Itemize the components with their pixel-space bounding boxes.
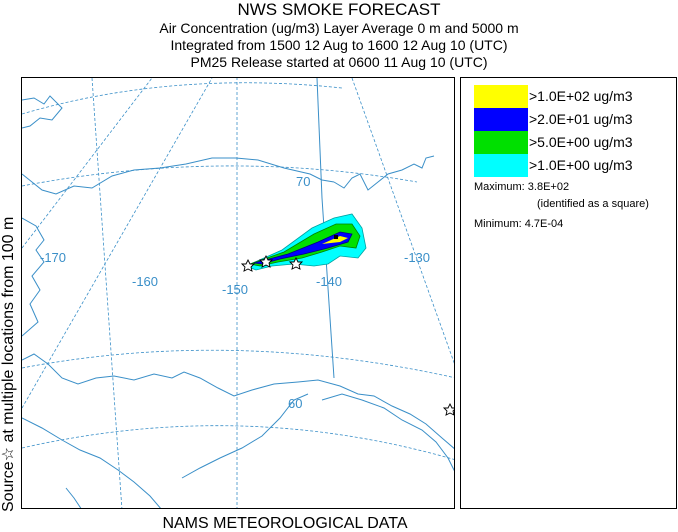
lon-label: -140 [316, 274, 342, 289]
source-star [442, 402, 454, 416]
map-labels: -170 -160 -150 -140 -130 70 60 [40, 174, 430, 411]
plume-contour-1e02 [322, 236, 348, 244]
source-star [288, 256, 304, 270]
coast-segment [65, 487, 82, 508]
coast-segment [321, 393, 454, 472]
meridian-line [22, 78, 213, 409]
source-markers [240, 254, 454, 416]
border-line [316, 78, 335, 379]
lon-label: -150 [222, 282, 248, 297]
legend-swatch-cyan [474, 154, 528, 177]
latitude-line [22, 425, 454, 460]
latitude-line [22, 165, 418, 187]
latitude-line [22, 349, 454, 378]
legend-label: >1.0E+00 ug/m3 [529, 157, 633, 173]
source-star [258, 254, 274, 268]
maximum-square [334, 235, 338, 239]
coast-segment [22, 95, 63, 129]
coast-segment [181, 393, 309, 479]
meridian-line [91, 78, 123, 508]
concentration-subtitle: Air Concentration (ug/m3) Layer Average … [159, 20, 519, 36]
coast-segment [22, 157, 335, 195]
coast-segment [22, 353, 454, 449]
forecast-title: NWS SMOKE FORECAST [237, 0, 441, 19]
legend-swatch-yellow [474, 85, 528, 108]
legend-swatch-blue [474, 108, 528, 131]
lat-label: 60 [288, 396, 302, 411]
map-panel: -170 -160 -150 -140 -130 70 60 [21, 77, 455, 509]
meteorological-data-label: NAMS METEOROLOGICAL DATA [162, 515, 408, 532]
legend-label: >2.0E+01 ug/m3 [529, 111, 633, 127]
legend-label: >1.0E+02 ug/m3 [529, 88, 633, 104]
legend-swatch-green [474, 131, 528, 154]
maximum-value: Maximum: 3.8E+02 [474, 181, 570, 193]
legend-panel: >1.0E+02 ug/m3 >2.0E+01 ug/m3 >5.0E+00 u… [460, 77, 677, 509]
latitude-line [22, 82, 343, 115]
smoke-plume [244, 213, 367, 271]
coast-segment [22, 217, 45, 337]
coastline [22, 95, 454, 508]
maximum-note: (identified as a square) [537, 198, 649, 210]
graticule [22, 78, 454, 508]
meridian-line [22, 78, 153, 249]
lon-label: -160 [132, 274, 158, 289]
release-start: PM25 Release started at 0600 11 Aug 10 (… [190, 54, 488, 70]
integration-period: Integrated from 1500 12 Aug to 1600 12 A… [170, 37, 508, 53]
meridian-line [351, 78, 454, 364]
alaska-map: -170 -160 -150 -140 -130 70 60 [22, 78, 454, 508]
plume-contour-2e01 [253, 231, 353, 265]
plume-contour-5e00 [248, 223, 361, 267]
minimum-value: Minimum: 4.7E-04 [474, 218, 564, 230]
lon-label: -170 [40, 250, 66, 265]
coast-segment [22, 417, 161, 508]
lon-label: -130 [404, 250, 430, 265]
lat-label: 70 [296, 174, 310, 189]
source-height-label: Source☆ at multiple locations from 100 m [0, 216, 17, 512]
coast-segment [333, 155, 435, 191]
legend-label: >5.0E+00 ug/m3 [529, 134, 633, 150]
source-star [240, 258, 256, 272]
